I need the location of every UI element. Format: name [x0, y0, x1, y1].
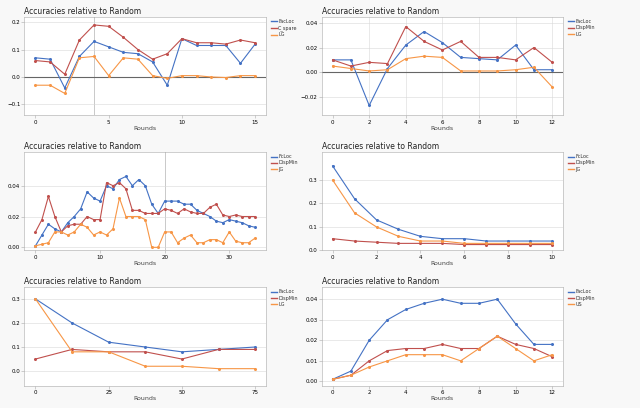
- Legend: FacLoc, DispMin, US: FacLoc, DispMin, US: [568, 289, 595, 307]
- X-axis label: Rounds: Rounds: [134, 261, 157, 266]
- X-axis label: Rounds: Rounds: [431, 396, 454, 401]
- X-axis label: Rounds: Rounds: [134, 396, 157, 401]
- Text: Accuracies relative to Random: Accuracies relative to Random: [24, 142, 141, 151]
- Legend: FcLoc, DispMin, JG: FcLoc, DispMin, JG: [568, 154, 595, 172]
- X-axis label: Rounds: Rounds: [431, 126, 454, 131]
- Legend: FcLoc, DispMin, JG: FcLoc, DispMin, JG: [271, 154, 298, 172]
- X-axis label: Rounds: Rounds: [134, 126, 157, 131]
- Text: Accuracies relative to Random: Accuracies relative to Random: [24, 277, 141, 286]
- Text: Accuracies relative to Random: Accuracies relative to Random: [24, 7, 141, 16]
- Legend: FacLoc, DispMin, LG: FacLoc, DispMin, LG: [568, 19, 595, 37]
- Legend: FacLoc, DispMin, LG: FacLoc, DispMin, LG: [271, 289, 298, 307]
- Legend: FacLoc, C_spare, LG: FacLoc, C_spare, LG: [271, 19, 298, 37]
- Text: Accuracies relative to Random: Accuracies relative to Random: [321, 142, 439, 151]
- X-axis label: Rounds: Rounds: [431, 261, 454, 266]
- Text: Accuracies relative to Random: Accuracies relative to Random: [321, 277, 439, 286]
- Text: Accuracies relative to Random: Accuracies relative to Random: [321, 7, 439, 16]
